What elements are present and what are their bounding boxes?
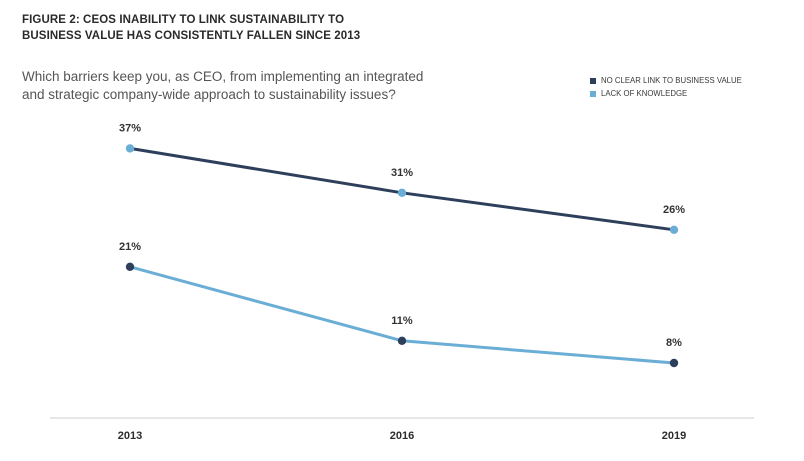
legend-swatch-no-clear-link: [590, 77, 596, 84]
legend-swatch-lack-of-knowledge: [590, 90, 596, 97]
x-tick-label-2013: 2013: [118, 430, 142, 442]
data-point-1-0: [125, 262, 135, 271]
survey-question: Which barriers keep you, as CEO, from im…: [22, 68, 492, 104]
chart-legend: NO CLEAR LINK TO BUSINESS VALUE LACK OF …: [590, 74, 742, 100]
data-point-0-0: [125, 144, 135, 153]
x-tick-label-2019: 2019: [662, 430, 686, 442]
data-point-1-1: [397, 336, 407, 345]
legend-item-lack-of-knowledge: LACK OF KNOWLEDGE: [590, 87, 742, 100]
data-label-1-2: 8%: [666, 337, 682, 349]
data-label-1-1: 11%: [391, 315, 413, 327]
data-point-1-2: [669, 358, 679, 368]
x-tick-label-2016: 2016: [390, 430, 414, 442]
legend-label-lack-of-knowledge: LACK OF KNOWLEDGE: [601, 89, 688, 98]
survey-question-line-2: and strategic company-wide approach to s…: [22, 87, 396, 102]
data-point-0-2: [669, 225, 679, 234]
data-point-0-1: [397, 188, 407, 197]
legend-label-no-clear-link: NO CLEAR LINK TO BUSINESS VALUE: [601, 76, 742, 85]
chart-title-line-1: FIGURE 2: CEOS INABILITY TO LINK SUSTAIN…: [22, 14, 345, 26]
data-label-0-0: 37%: [119, 122, 141, 134]
legend-item-no-clear-link: NO CLEAR LINK TO BUSINESS VALUE: [590, 74, 742, 87]
data-label-1-0: 21%: [119, 241, 141, 253]
data-label-0-1: 31%: [391, 167, 413, 179]
survey-question-line-1: Which barriers keep you, as CEO, from im…: [22, 69, 424, 84]
data-label-0-2: 26%: [663, 204, 685, 216]
chart-title-line-2: BUSINESS VALUE HAS CONSISTENTLY FALLEN S…: [22, 29, 361, 42]
chart-title: FIGURE 2: CEOS INABILITY TO LINK SUSTAIN…: [22, 13, 542, 44]
